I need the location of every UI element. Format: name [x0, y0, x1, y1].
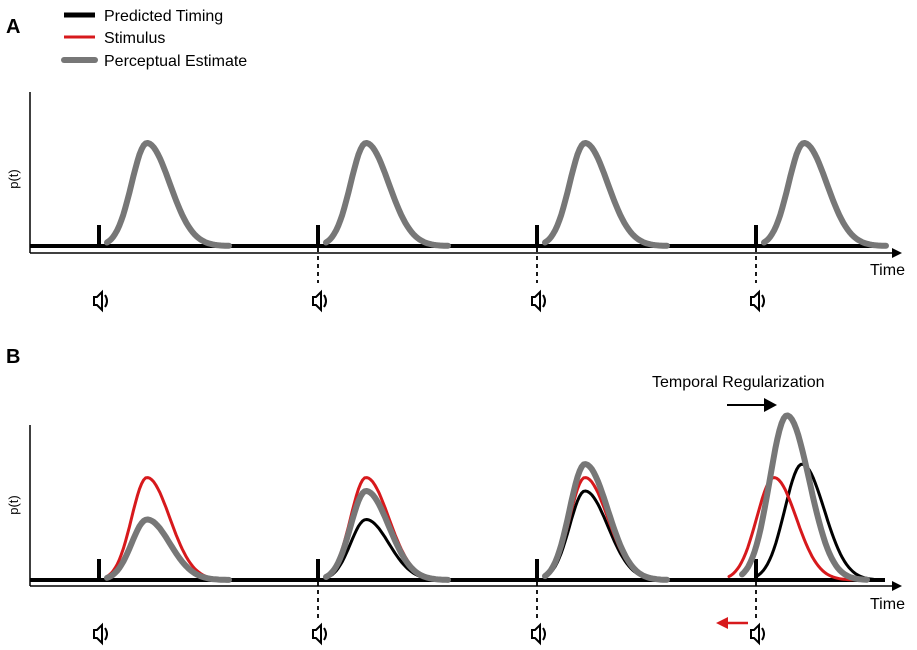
- speaker-icon: [750, 289, 765, 313]
- x-axis-label-a: Time: [870, 262, 905, 279]
- speaker-icon: [93, 289, 108, 313]
- speaker-icon: [531, 289, 546, 313]
- speaker-icon: [531, 622, 546, 646]
- curve-stimulus: [543, 141, 669, 248]
- speaker-icon: [312, 289, 327, 313]
- curve-perceptual: [542, 461, 670, 583]
- curve-predicted: [105, 141, 231, 248]
- legend-label-stimulus: Stimulus: [104, 30, 165, 47]
- curve-predicted: [762, 141, 888, 248]
- panel-a: A p(t) Time: [6, 16, 905, 313]
- regularization-arrow-head: [764, 398, 777, 412]
- curves-b: [93, 412, 884, 646]
- curve-perceptual: [542, 140, 670, 249]
- speaker-icon: [312, 622, 327, 646]
- legend: Predicted Timing Stimulus Perceptual Est…: [61, 8, 247, 70]
- legend-label-predicted: Predicted Timing: [104, 8, 223, 25]
- curve-stimulus: [762, 141, 888, 248]
- curve-stimulus: [105, 476, 231, 582]
- panel-b: B p(t) Time Temporal Regularization: [6, 346, 905, 646]
- panel-letter-a: A: [6, 16, 20, 38]
- curve-stimulus: [105, 141, 231, 248]
- curve-predicted: [543, 141, 669, 248]
- speaker-icon: [93, 622, 108, 646]
- x-axis-label-b: Time: [870, 596, 905, 613]
- y-axis-label-b: p(t): [6, 495, 21, 515]
- curve-perceptual: [104, 516, 232, 583]
- legend-label-perceptual: Perceptual Estimate: [104, 53, 247, 70]
- speaker-icon: [750, 622, 765, 646]
- stimulus-shift-arrow-head: [716, 617, 728, 629]
- curve-perceptual: [761, 140, 889, 249]
- curve-perceptual: [104, 140, 232, 249]
- curve-stimulus: [727, 476, 856, 582]
- curve-perceptual: [323, 488, 451, 583]
- curve-perceptual: [739, 412, 870, 583]
- y-axis-label-a: p(t): [6, 169, 21, 189]
- curve-stimulus: [324, 141, 450, 248]
- curve-perceptual: [323, 140, 451, 249]
- curves-a: [93, 140, 889, 313]
- panel-letter-b: B: [6, 346, 20, 368]
- curve-predicted: [324, 141, 450, 248]
- temporal-regularization-label: Temporal Regularization: [652, 374, 825, 391]
